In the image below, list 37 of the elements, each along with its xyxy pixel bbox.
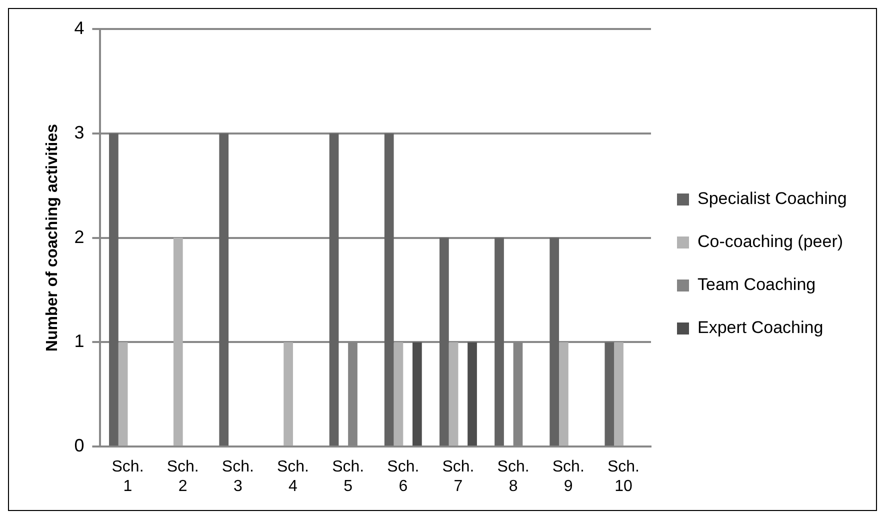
bar — [394, 342, 404, 446]
bar — [384, 133, 394, 446]
y-tick-label: 2 — [74, 226, 84, 247]
y-tick-label: 3 — [74, 122, 84, 142]
bar — [550, 238, 560, 446]
y-tick-label: 1 — [74, 331, 84, 352]
x-tick-label: Sch. 8 — [497, 458, 530, 495]
x-tick-label: Sch. 7 — [442, 458, 474, 495]
y-tick-label: 4 — [74, 18, 84, 38]
bar — [109, 133, 118, 446]
bar — [412, 342, 422, 446]
y-axis-title: Number of coaching activities — [44, 124, 62, 352]
bar — [439, 238, 449, 446]
bar — [448, 342, 458, 446]
x-tick-label: Sch. 9 — [552, 458, 584, 495]
x-tick-label: Sch. 2 — [166, 458, 199, 495]
legend-label: Co-coaching (peer) — [698, 232, 844, 252]
bar — [559, 342, 568, 446]
bar — [604, 342, 614, 446]
bar — [614, 342, 624, 446]
bar — [329, 133, 339, 446]
legend-label: Expert Coaching — [698, 318, 824, 338]
bar — [468, 342, 477, 446]
x-tick-label: Sch. 10 — [607, 458, 640, 495]
x-tick-label: Sch. 4 — [276, 458, 309, 495]
x-tick-label: Sch. 6 — [387, 458, 420, 495]
bar — [494, 238, 504, 446]
x-tick-label: Sch. 5 — [332, 458, 364, 495]
y-tick-label: 0 — [74, 436, 84, 456]
x-tick-label: Sch. 3 — [222, 458, 254, 495]
x-tick-label: Sch. 1 — [112, 458, 144, 495]
legend-label: Team Coaching — [698, 275, 816, 294]
legend-label: Specialist Coaching — [698, 189, 847, 208]
bar — [173, 238, 183, 446]
bar — [118, 342, 128, 446]
bar — [219, 133, 229, 446]
bar — [284, 342, 293, 446]
